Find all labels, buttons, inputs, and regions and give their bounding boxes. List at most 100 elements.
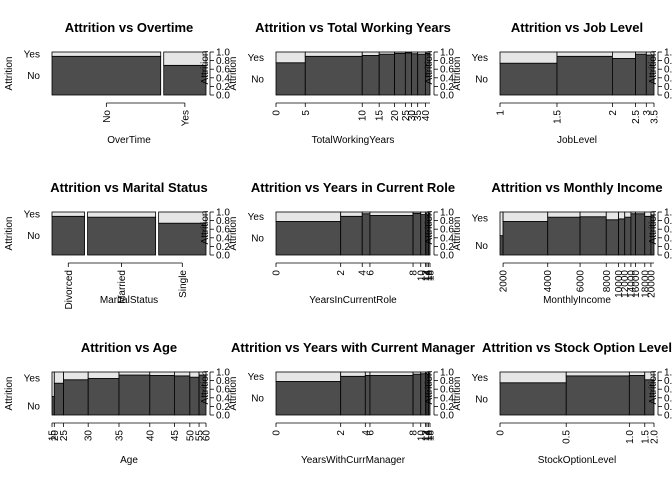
right-axis-tick-label: 0.0 — [440, 411, 454, 422]
y-axis-label: Attrition — [228, 57, 239, 91]
x-tick-label: 10 — [358, 110, 369, 122]
x-tick-label: 8 — [409, 270, 420, 276]
x-tick-label: 2 — [336, 270, 347, 276]
bar-segment-yes — [579, 211, 607, 218]
bar-segment-yes — [565, 371, 630, 377]
x-tick-label: 12000 — [620, 270, 631, 298]
y-axis-label: Attrition — [452, 57, 463, 91]
x-tick-label: 40 — [421, 110, 432, 122]
x-category-label: Married — [117, 270, 128, 304]
y-axis-label: Attrition — [452, 217, 463, 251]
x-tick-label: 0 — [272, 110, 283, 116]
x-tick-label: 14 — [422, 270, 433, 282]
x-tick-label: 8 — [409, 430, 420, 436]
right-axis-label: Attrition — [200, 371, 211, 405]
right-axis-tick-label: 0.2 — [216, 242, 230, 253]
bar-segment-yes — [499, 211, 504, 237]
x-tick-label: 10 — [416, 270, 427, 282]
y-level-label-no: No — [251, 234, 264, 245]
x-tick-label: 4 — [361, 430, 372, 436]
y-axis-label: Attrition — [4, 377, 15, 411]
x-axis-label: YearsInCurrentRole — [309, 295, 397, 306]
y-level-label-no: No — [475, 241, 488, 252]
bar-segment-no — [51, 55, 162, 96]
right-axis-tick-label: 0.6 — [664, 225, 672, 236]
right-axis-tick-label: 0.6 — [440, 65, 454, 76]
x-tick-label: 6000 — [576, 270, 587, 293]
bar-segment-no — [158, 222, 207, 256]
bar-segment-yes — [635, 51, 647, 55]
bar-segment-yes — [63, 371, 89, 381]
right-axis-tick-label: 0.2 — [216, 82, 230, 93]
x-tick-label: 2.0 — [650, 430, 661, 444]
bar-segment-no — [275, 62, 306, 96]
bar-segment-yes — [369, 211, 414, 216]
right-axis-label: Attrition — [200, 211, 211, 245]
spineplot-panel: Attrition vs Stock Option Level Attrition… — [452, 340, 672, 466]
right-axis-tick-label: 0.8 — [216, 376, 230, 387]
bar-segment-no — [579, 216, 607, 256]
bar-segment-no — [378, 53, 395, 96]
bar-segment-yes — [412, 211, 422, 214]
x-tick-label: 35 — [114, 430, 125, 442]
y-axis-label: Attrition — [228, 377, 239, 411]
bar-segment-yes — [644, 371, 655, 381]
x-tick-label: 3.5 — [650, 110, 661, 124]
bar-segment-no — [304, 55, 363, 96]
bar-segment-no — [502, 221, 549, 256]
bar-segment-yes — [502, 211, 549, 222]
bar-segment-yes — [411, 51, 419, 55]
panel-title: Attrition vs Stock Option Level — [482, 340, 672, 355]
panel-title: Attrition vs Total Working Years — [255, 20, 451, 35]
right-axis-label: Attrition — [424, 371, 435, 405]
y-level-label-yes: Yes — [472, 373, 488, 384]
right-axis-tick-label: 0.0 — [216, 411, 230, 422]
x-tick-label: 0.5 — [562, 430, 573, 444]
bar-segment-yes — [51, 211, 85, 217]
bar-segment-yes — [650, 211, 655, 216]
x-category-label: Divorced — [64, 270, 75, 309]
y-axis-label: Attrition — [4, 57, 15, 91]
right-axis-tick-label: 0.6 — [664, 385, 672, 396]
x-tick-label: 14000 — [626, 270, 637, 298]
y-level-label-no: No — [475, 75, 488, 86]
right-axis-tick-label: 0.4 — [664, 233, 672, 244]
x-tick-label: 0 — [272, 270, 283, 276]
right-axis-tick-label: 0.2 — [664, 82, 672, 93]
bar-segment-yes — [369, 371, 414, 376]
x-axis-label: YearsWithCurrManager — [301, 455, 406, 466]
bar-segment-no — [547, 216, 581, 256]
x-tick-label: 2.5 — [631, 110, 642, 124]
y-level-label-yes: Yes — [24, 210, 40, 221]
right-axis-label: Attrition — [424, 211, 435, 245]
right-axis-tick-label: 0.4 — [440, 233, 454, 244]
x-category-label: No — [102, 110, 113, 123]
right-axis-tick-label: 1.0 — [440, 48, 454, 59]
bar-segment-no — [275, 381, 342, 416]
y-axis-label: Attrition — [452, 377, 463, 411]
bar-segment-no — [624, 216, 632, 256]
right-axis-tick-label: 0.6 — [440, 385, 454, 396]
bar-segment-yes — [556, 51, 613, 57]
x-tick-label: 15 — [48, 430, 59, 442]
bar-segment-no — [163, 64, 207, 96]
y-level-label-no: No — [27, 231, 40, 242]
bar-segment-no — [174, 375, 191, 416]
x-tick-label: 16000 — [631, 270, 642, 298]
bar-segment-yes — [361, 211, 371, 215]
right-axis-tick-label: 0.0 — [664, 91, 672, 102]
bar-segment-yes — [340, 211, 363, 217]
bar-segment-yes — [364, 371, 371, 376]
right-axis-tick-label: 0.6 — [216, 65, 230, 76]
bar-segment-no — [189, 376, 200, 416]
bar-segment-no — [369, 375, 414, 416]
right-axis-tick-label: 0.8 — [664, 376, 672, 387]
bar-segment-yes — [612, 51, 636, 59]
right-axis-label: Attrition — [424, 51, 435, 85]
bar-segment-no — [361, 213, 371, 256]
right-axis-label: Attrition — [648, 211, 659, 245]
y-axis-label: Attrition — [228, 217, 239, 251]
bar-segment-yes — [118, 371, 151, 376]
bar-segment-yes — [51, 51, 162, 57]
